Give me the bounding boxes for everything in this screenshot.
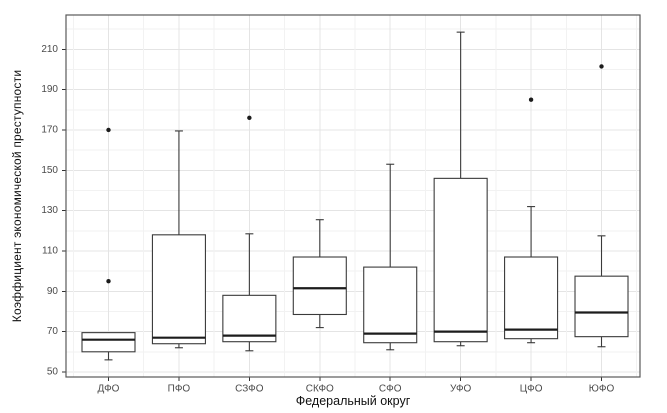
boxplot-box xyxy=(433,177,488,343)
y-axis-title: Коэффициент экономической преступности xyxy=(10,69,24,323)
y-tick-label: 190 xyxy=(41,84,58,95)
x-tick-label: УФО xyxy=(450,384,472,395)
outlier-point xyxy=(106,279,111,284)
boxplot-box xyxy=(81,332,136,353)
x-tick-label: ЦФО xyxy=(520,384,543,395)
y-tick-label: 50 xyxy=(47,366,59,377)
y-tick-label: 170 xyxy=(41,124,58,135)
x-tick-label: СФО xyxy=(379,384,402,395)
y-tick-label: 130 xyxy=(41,205,58,216)
boxplot-box xyxy=(222,294,277,343)
x-tick-label: ЮФО xyxy=(589,384,615,395)
x-tick-label: ПФО xyxy=(168,384,191,395)
y-tick-label: 110 xyxy=(42,245,58,256)
boxplot-box xyxy=(363,266,418,344)
boxplot-box xyxy=(151,234,206,345)
boxplot-box xyxy=(292,256,347,316)
outlier-point xyxy=(528,97,534,102)
outlier-point xyxy=(106,127,111,133)
y-tick-label: 150 xyxy=(41,165,58,176)
boxplot-box xyxy=(574,275,629,338)
y-tick-label: 210 xyxy=(41,44,58,55)
y-tick-label: 90 xyxy=(47,286,59,297)
outlier-point xyxy=(247,115,252,121)
panel-border xyxy=(65,14,641,378)
y-tick-label: 70 xyxy=(47,326,59,337)
boxplot-box xyxy=(504,256,559,340)
x-axis-title: Федеральный округ xyxy=(295,394,411,408)
x-tick-label: СЗФО xyxy=(235,384,264,395)
outlier-point xyxy=(599,64,604,69)
x-tick-label: СКФО xyxy=(306,384,334,395)
x-tick-label: ДФО xyxy=(98,384,120,395)
